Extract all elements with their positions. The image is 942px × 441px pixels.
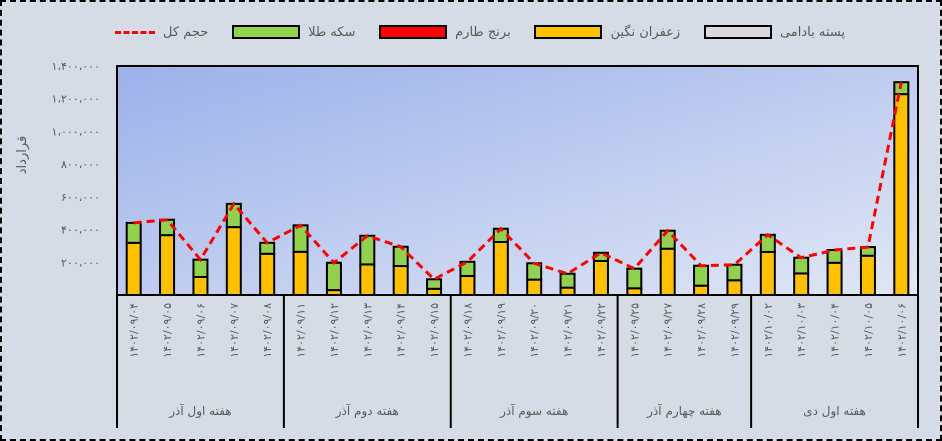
legend-item-total-volume: حجم کل [115,25,208,40]
bar-segment [859,254,876,296]
bar-segment [492,241,509,296]
x-tick-label: ۱۴۰۲/۱۰/۰۳ [795,303,808,358]
legend-label: حجم کل [163,24,209,40]
x-tick-label: ۱۴۰۲/۰۹/۱۹ [495,303,508,358]
bar-segment [659,247,676,297]
bar-segment [626,287,643,297]
bar-segment [259,252,276,296]
legend-label: زعفران نگین [610,24,681,40]
bar-segment [459,275,476,297]
bar-segment [192,258,209,279]
legend-line-swatch [115,30,156,34]
legend: حجم کل سکه طلا برنج طارم زعفران نگین پست… [115,22,845,42]
bar-segment [526,278,543,297]
legend-label: سکه طلا [308,24,356,40]
x-tick-label: ۱۴۰۲/۰۹/۱۴ [395,303,408,358]
bar-segment [292,250,309,296]
x-tick-label: ۱۴۰۲/۰۹/۲۷ [662,303,675,358]
legend-item-saffron: زعفران نگین [534,25,680,40]
bar-segment [559,272,576,289]
bar-segment [392,265,409,296]
bar-segment [592,259,609,296]
group-label: هفته چهارم آذر [646,403,721,419]
x-tick-label: ۱۴۰۲/۰۹/۲۱ [562,303,575,358]
bar-segment [392,245,409,268]
bar-segment [693,284,710,296]
plot-area [116,65,919,296]
legend-swatch [232,25,301,39]
legend-item-pistachio: پسته بادامی [703,24,845,40]
bar-segment [759,233,776,253]
y-tick-label: ۲۰۰،۰۰۰ [61,256,100,269]
bar-segment [626,267,643,290]
x-tick-label: ۱۴۰۲/۰۹/۲۹ [728,303,741,358]
group-label: هفته سوم آذر [499,403,568,419]
bar-segment [192,276,209,296]
bar-segment [125,241,142,296]
bar-segment [726,279,743,296]
legend-item-tarom-rice: برنج طارم [379,25,511,40]
bar-segment [559,286,576,296]
bar-segment [826,261,843,296]
x-tick-label: ۱۴۰۲/۰۹/۲۸ [695,303,708,358]
bar-segment [893,93,910,296]
x-tick-label: ۱۴۰۲/۰۹/۰۴ [128,303,141,358]
x-tick-label: ۱۴۰۲/۰۹/۰۶ [194,303,207,358]
x-tick-label: ۱۴۰۲/۰۹/۱۵ [428,303,441,358]
bar-segment [125,221,142,244]
x-tick-label: ۱۴۰۲/۰۹/۱۱ [295,303,308,358]
bar-segment [292,224,309,253]
bar-segment [159,234,176,296]
y-tick-label: ۱،۲۰۰،۰۰۰ [52,93,100,106]
bar-segment [759,250,776,296]
y-tick-label: ۱،۰۰۰،۰۰۰ [52,125,100,138]
total-volume-line [133,81,903,282]
bar-segment [325,261,342,292]
group-label: هفته اول آذر [168,403,231,419]
bar-segment [225,226,242,296]
x-tick-label: ۱۴۰۲/۰۹/۲۲ [595,303,608,358]
x-tick-label: ۱۴۰۲/۰۹/۱۲ [328,303,341,358]
y-tick-label: ۴۰۰،۰۰۰ [61,224,100,237]
y-tick-label: ۸۰۰،۰۰۰ [61,158,100,171]
x-tick-label: ۱۴۰۲/۰۹/۲۰ [528,303,541,358]
legend-item-gold-coin: سکه طلا [232,25,355,40]
bar-segment [359,263,376,296]
bar-segment [793,272,810,296]
y-tick-label: ۱،۴۰۰،۰۰۰ [52,60,100,73]
x-tick-label: ۱۴۰۲/۰۹/۰۷ [228,303,241,358]
bar-segment [426,278,443,290]
legend-swatch [379,25,448,39]
bar-segment [693,264,710,287]
x-tick-label: ۱۴۰۲/۰۹/۲۵ [628,303,641,358]
bar-segment [726,263,743,282]
x-tick-label: ۱۴۰۲/۰۹/۱۳ [361,303,374,358]
y-axis-label: قرارداد [15,136,30,174]
bar-segment [793,256,810,275]
x-tick-label: ۱۴۰۲/۱۰/۰۶ [895,303,908,358]
x-tick-label: ۱۴۰۲/۱۰/۰۲ [762,303,775,358]
x-tick-label: ۱۴۰۲/۱۰/۰۵ [862,303,875,358]
x-tick-label: ۱۴۰۲/۰۹/۰۵ [161,303,174,358]
group-label: هفته دوم آذر [335,403,399,419]
bar-segment [659,229,676,250]
legend-swatch [703,25,772,39]
y-tick-label: ۶۰۰،۰۰۰ [61,191,100,204]
x-tick-label: ۱۴۰۲/۰۹/۰۸ [261,303,274,358]
legend-swatch [534,25,603,39]
legend-label: پسته بادامی [779,24,845,40]
x-tick-label: ۱۴۰۲/۰۹/۱۸ [461,303,474,358]
group-label: هفته اول دی [803,404,866,419]
x-tick-label: ۱۴۰۲/۱۰/۰۴ [829,303,842,358]
legend-label: برنج طارم [455,24,511,40]
bar-segment [459,260,476,278]
